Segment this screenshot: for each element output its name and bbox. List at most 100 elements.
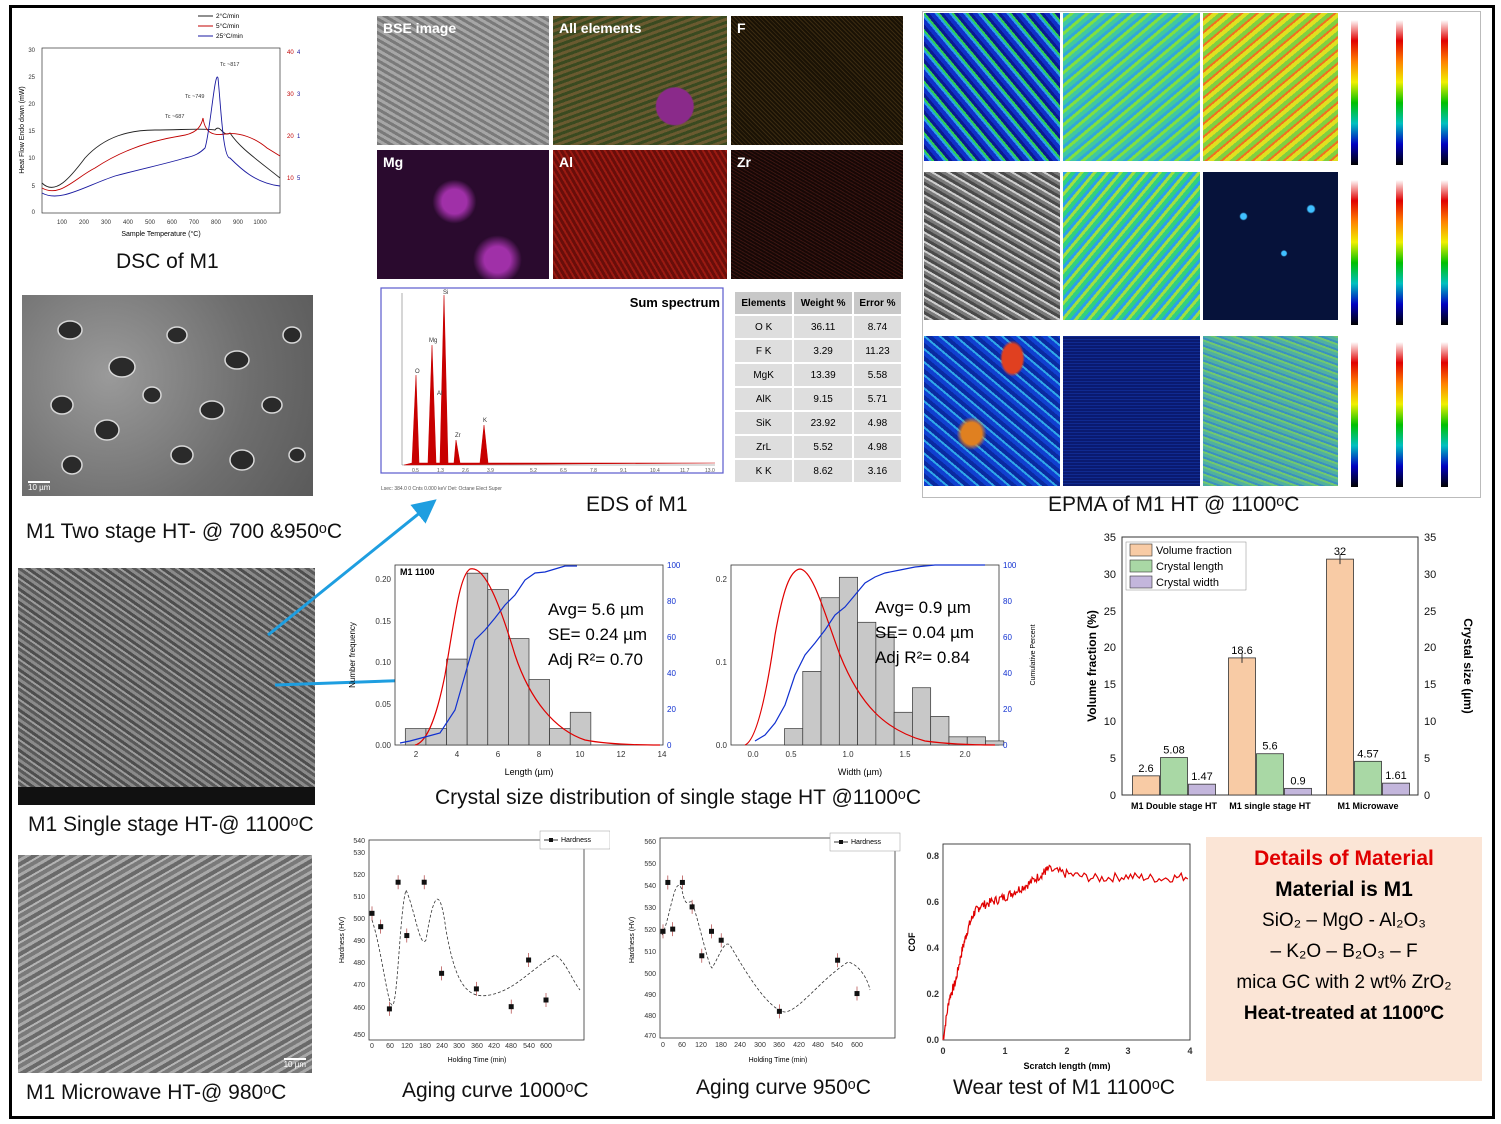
csd-length-chart: 0.00 0.05 0.10 0.15 0.20 2 4 6 8 10 12 14 0 20… <box>348 561 681 777</box>
hardness-point <box>835 957 841 963</box>
epma-tile-cp <box>924 172 1060 320</box>
dsc-ylabel: Heat Flow Endo down (mW) <box>19 86 26 174</box>
svg-text:20: 20 <box>1104 642 1116 654</box>
svg-text:480: 480 <box>812 1042 824 1049</box>
svg-text:900: 900 <box>233 220 244 226</box>
svg-text:0: 0 <box>1110 790 1116 802</box>
svg-text:500: 500 <box>353 916 365 923</box>
svg-text:30: 30 <box>1104 569 1116 581</box>
svg-text:700: 700 <box>189 220 200 226</box>
svg-text:30: 30 <box>297 92 300 98</box>
svg-text:500: 500 <box>644 971 656 978</box>
svg-text:40: 40 <box>667 669 676 678</box>
svg-text:7.8: 7.8 <box>590 468 597 474</box>
svg-text:0.00: 0.00 <box>375 741 391 750</box>
svg-text:300: 300 <box>754 1042 766 1049</box>
svg-text:0.20: 0.20 <box>375 575 391 584</box>
table-row: ZrL 5.52 4.98 <box>735 436 901 458</box>
svg-text:9.1: 9.1 <box>620 468 627 474</box>
svg-text:60: 60 <box>1003 633 1012 642</box>
svg-text:2.6: 2.6 <box>462 468 469 474</box>
hardness-point <box>369 910 375 916</box>
svg-text:240: 240 <box>436 1043 448 1050</box>
svg-text:0.2: 0.2 <box>716 575 728 584</box>
svg-text:6: 6 <box>496 750 501 759</box>
svg-text:180: 180 <box>419 1043 431 1050</box>
aging1000-xlabel: Holding Time (min) <box>448 1057 507 1064</box>
svg-text:30: 30 <box>287 92 294 98</box>
svg-text:490: 490 <box>353 938 365 945</box>
svg-text:460: 460 <box>353 1005 365 1012</box>
dsc-xlabel: Sample Temperature (°C) <box>121 230 200 238</box>
sem-microwave-image: 10 µm <box>18 855 312 1073</box>
svg-text:510: 510 <box>644 949 656 956</box>
svg-text:530: 530 <box>353 850 365 857</box>
vf-bar <box>1354 760 1382 796</box>
vf-bar <box>1132 775 1160 796</box>
caption-aging950: Aging curve 950ᵒC <box>696 1076 871 1099</box>
eds-tile-mg: Mg <box>377 150 549 279</box>
hardness-point <box>386 1006 392 1012</box>
table-row: MgK 13.39 5.58 <box>735 364 901 386</box>
svg-text:400: 400 <box>123 220 134 226</box>
material-details-box: Details of Material Material is M1 SiO₂ … <box>1206 837 1482 1081</box>
svg-text:0.0: 0.0 <box>747 750 759 759</box>
arrows-overlay <box>267 499 437 693</box>
hardness-point <box>709 928 714 934</box>
svg-text:15: 15 <box>297 134 300 140</box>
svg-text:45: 45 <box>297 50 300 56</box>
svg-text:540: 540 <box>831 1042 843 1049</box>
csd-width-r2: Adj R²= 0.84 <box>875 648 970 667</box>
svg-text:13.0: 13.0 <box>705 468 715 474</box>
vf-legend: Volume fraction Crystal length Crystal w… <box>1125 541 1247 591</box>
details-line3: mica GC with 2 wt% ZrO₂ <box>1236 972 1452 993</box>
csd-length-avg: Avg= 5.6 µm <box>548 600 644 619</box>
epma-tile-f <box>924 13 1060 161</box>
svg-text:5: 5 <box>1110 753 1116 765</box>
csd-length-bar <box>487 589 509 746</box>
epma-tile-k <box>1063 13 1200 161</box>
eds-tile-f: F <box>731 16 903 145</box>
vf-bar-label: 18.6 <box>1231 645 1252 657</box>
vf-bar-label: 2.6 <box>1138 763 1153 775</box>
caption-two-stage: M1 Two stage HT- @ 700 &950ᵒC <box>26 520 343 543</box>
details-material: Material is M1 <box>1275 878 1413 901</box>
svg-text:0: 0 <box>32 210 36 216</box>
svg-text:480: 480 <box>505 1043 517 1050</box>
svg-text:300: 300 <box>101 220 112 226</box>
svg-text:3.9: 3.9 <box>487 468 494 474</box>
svg-text:800: 800 <box>211 220 222 226</box>
vf-legend-1: Volume fraction <box>1156 545 1232 557</box>
vf-bar-label: 4.57 <box>1357 748 1378 760</box>
hardness-point <box>665 879 671 885</box>
csd-width-bar <box>930 716 950 746</box>
svg-text:540: 540 <box>644 883 656 890</box>
vf-y2label: Crystal size (µm) <box>1461 618 1475 714</box>
table-row: F K 3.29 11.23 <box>735 340 901 362</box>
svg-text:10: 10 <box>1104 716 1116 728</box>
svg-text:5.2: 5.2 <box>530 468 537 474</box>
details-line2: – K₂O – B₂O₃ – F <box>1270 941 1418 962</box>
svg-text:5: 5 <box>1424 753 1430 765</box>
csd-length-bar <box>569 711 592 746</box>
vf-bar-label: 5.6 <box>1262 741 1277 753</box>
vf-bar-label: 0.9 <box>1290 775 1305 787</box>
svg-text:520: 520 <box>353 872 365 879</box>
svg-text:540: 540 <box>523 1043 535 1050</box>
eds-tile-zr: Zr <box>731 150 903 279</box>
svg-text:0.10: 0.10 <box>375 658 391 667</box>
csd-width-ylabel: Cumulative Percent <box>1030 624 1037 685</box>
eds-spectrum-chart: Sum spectrum O Mg Al Si Zr K 0.5 1.3 2.6 3.9 5.… <box>380 287 724 492</box>
csd-width-xlabel: Width (µm) <box>838 767 882 777</box>
svg-text:3: 3 <box>1125 1046 1130 1056</box>
hardness-point <box>543 997 549 1003</box>
vf-cat-3: M1 Microwave <box>1337 801 1398 811</box>
svg-text:0: 0 <box>667 741 672 750</box>
aging950-points <box>660 875 860 1019</box>
svg-text:550: 550 <box>644 861 656 868</box>
svg-text:480: 480 <box>353 960 365 967</box>
hardness-point <box>508 1004 514 1010</box>
vf-bar <box>1284 787 1312 796</box>
hardness-point <box>854 991 860 997</box>
eds-spectrum-footer: Lsec: 384.0 0 Cnts 0.000 keV Det: Octane… <box>381 486 502 492</box>
